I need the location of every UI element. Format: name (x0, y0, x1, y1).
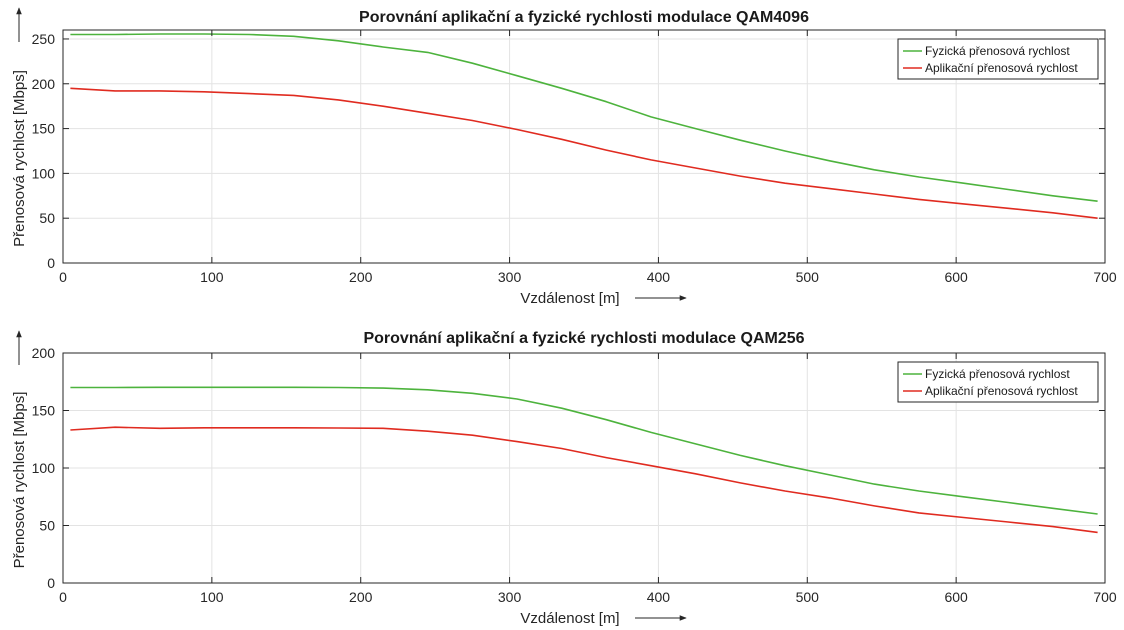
y-tick-label: 100 (32, 165, 56, 181)
x-tick-label: 500 (796, 589, 820, 605)
series-line-aplikacni (70, 87, 1098, 219)
y-axis-label: Přenosová rychlost [Mbps] (11, 70, 28, 247)
legend-label: Fyzická přenosová rychlost (925, 367, 1070, 381)
chart-title: Porovnání aplikační a fyzické rychlosti … (363, 330, 804, 347)
x-axis-label: Vzdálenost [m] (520, 610, 619, 627)
y-tick-label: 50 (39, 518, 55, 534)
series-line-fyzicka (70, 386, 1098, 515)
x-tick-label: 500 (796, 269, 820, 285)
x-tick-label: 400 (647, 269, 671, 285)
x-tick-label: 100 (200, 589, 224, 605)
x-tick-label: 700 (1093, 269, 1117, 285)
axes-box (62, 29, 1106, 264)
x-tick-label: 100 (200, 269, 224, 285)
legend-label: Aplikační přenosová rychlost (925, 61, 1078, 75)
y-tick-label: 150 (32, 403, 56, 419)
chart-2: 0 100 200 300 400 500 600 700 0 50 100 150 200 Porovn… (11, 330, 1117, 627)
x-tick-label: 0 (59, 269, 67, 285)
x-tick-label: 0 (59, 589, 67, 605)
y-tick-label: 150 (32, 121, 56, 137)
legend-label: Fyzická přenosová rychlost (925, 44, 1070, 58)
chart-1: 0 100 200 300 400 500 600 700 0 50 100 150 200 250 Por… (11, 7, 1117, 307)
series-line-fyzicka (70, 33, 1098, 202)
x-tick-label: 400 (647, 589, 671, 605)
x-tick-label: 600 (944, 589, 968, 605)
x-tick-label: 600 (944, 269, 968, 285)
x-tick-label: 200 (349, 589, 373, 605)
legend-box (897, 38, 1099, 80)
legend: Fyzická přenosová rychlost Aplikační přen… (897, 38, 1099, 80)
y-tick-label: 200 (32, 76, 56, 92)
y-tick-label: 250 (32, 31, 56, 47)
series-line-aplikacni (70, 426, 1098, 534)
y-tick-label: 200 (32, 345, 56, 361)
x-axis-label: Vzdálenost [m] (520, 290, 619, 307)
y-axis-label: Přenosová rychlost [Mbps] (11, 392, 28, 569)
x-tick-label: 300 (498, 589, 522, 605)
y-tick-label: 0 (47, 255, 55, 271)
x-tick-label: 300 (498, 269, 522, 285)
y-tick-label: 50 (39, 210, 55, 226)
x-tick-label: 200 (349, 269, 373, 285)
y-tick-label: 0 (47, 575, 55, 591)
legend-label: Aplikační přenosová rychlost (925, 384, 1078, 398)
legend: Fyzická přenosová rychlost Aplikační přen… (897, 361, 1099, 403)
legend-box (897, 361, 1099, 403)
y-tick-label: 100 (32, 460, 56, 476)
x-tick-label: 700 (1093, 589, 1117, 605)
chart-title: Porovnání aplikační a fyzické rychlosti … (359, 9, 809, 26)
